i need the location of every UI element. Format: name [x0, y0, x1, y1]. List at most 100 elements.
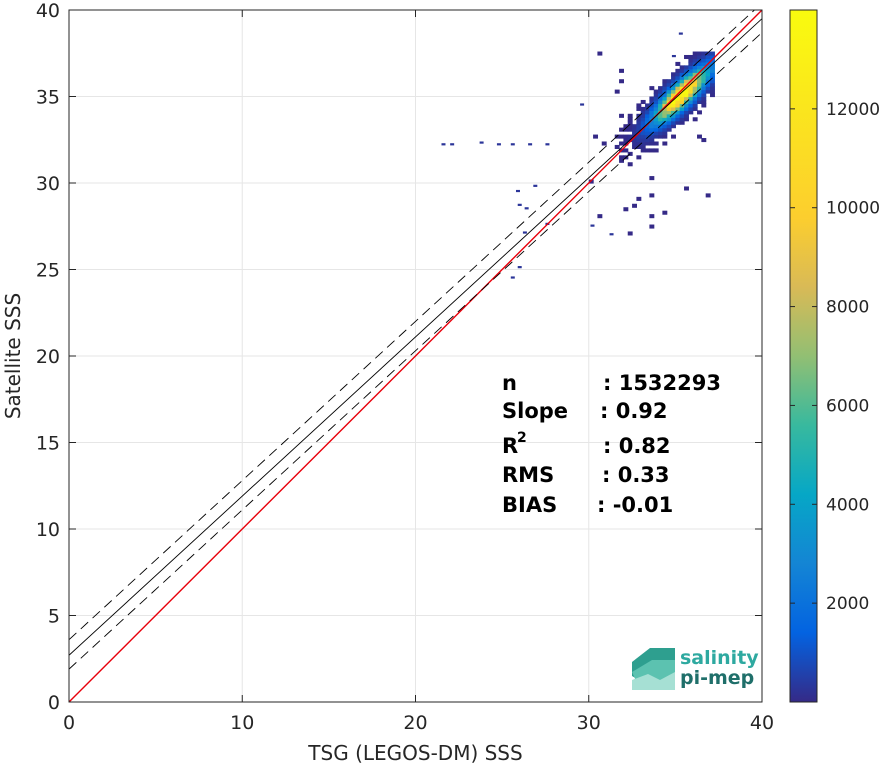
density-bin-sparse — [609, 233, 614, 236]
density-bin-sparse — [533, 184, 538, 187]
density-bin — [671, 103, 676, 108]
density-bin — [640, 117, 646, 122]
density-bin — [692, 54, 698, 60]
density-bin — [666, 79, 672, 84]
density-bin-sparse — [580, 103, 585, 106]
density-bin — [588, 179, 594, 184]
stat-r2-label: R — [502, 434, 518, 458]
density-bin — [697, 86, 702, 91]
density-bin — [688, 93, 694, 98]
density-bin — [684, 79, 689, 84]
density-bin — [662, 131, 668, 136]
density-bin — [619, 134, 624, 139]
density-bin — [645, 134, 650, 139]
density-bin — [705, 72, 711, 77]
density-bin — [692, 82, 698, 87]
density-bin — [666, 82, 672, 87]
density-bin-sparse — [441, 143, 446, 146]
density-bin — [649, 141, 655, 146]
y-tick-label: 35 — [36, 87, 60, 109]
density-bin-sparse — [545, 143, 550, 146]
density-bin — [679, 82, 685, 87]
density-bin — [692, 65, 698, 70]
y-tick-label: 10 — [36, 519, 60, 541]
density-bin — [679, 110, 685, 115]
density-bin — [649, 193, 655, 198]
density-bin — [675, 110, 681, 115]
density-bin — [649, 99, 655, 105]
density-bin — [653, 131, 659, 136]
density-bin — [623, 138, 629, 143]
density-bin — [684, 93, 689, 98]
density-bin — [701, 86, 707, 91]
density-bin — [645, 127, 650, 132]
density-bin — [679, 93, 685, 98]
density-bin — [619, 155, 624, 160]
y-tick-label: 5 — [48, 606, 60, 628]
density-bin — [640, 113, 646, 118]
density-bin — [697, 51, 702, 56]
density-bin — [697, 96, 702, 101]
density-bin-sparse — [524, 207, 529, 210]
density-bin — [649, 127, 655, 132]
density-bin — [623, 127, 629, 132]
density-bin — [688, 58, 694, 63]
density-bin — [675, 113, 681, 118]
density-bin — [710, 86, 715, 91]
density-bin — [662, 99, 668, 105]
density-bin — [666, 96, 672, 101]
density-bin — [710, 93, 715, 98]
y-tick-label: 20 — [36, 346, 60, 368]
density-bin-sparse — [510, 143, 515, 146]
density-bin — [671, 99, 676, 105]
density-bin — [679, 65, 685, 70]
density-bin — [658, 96, 663, 101]
density-bin — [705, 86, 711, 91]
density-bin — [597, 51, 603, 56]
density-bin — [671, 93, 676, 98]
density-bin — [662, 134, 668, 139]
density-bin-sparse — [517, 203, 522, 206]
density-bin — [710, 68, 715, 73]
density-bin — [675, 72, 681, 77]
density-bin — [692, 79, 698, 84]
density-bin — [684, 117, 689, 122]
density-bin — [688, 72, 694, 77]
density-bin — [619, 68, 624, 73]
density-bin — [688, 68, 694, 73]
density-bin — [675, 103, 681, 108]
density-bin — [645, 124, 650, 129]
density-bin — [649, 103, 655, 108]
y-tick-label: 15 — [36, 433, 60, 455]
stat-slope-label: Slope — [502, 399, 568, 423]
density-bin — [692, 68, 698, 73]
density-bin — [653, 127, 659, 132]
density-bin — [710, 72, 715, 77]
density-bin — [692, 58, 698, 63]
density-bin — [692, 72, 698, 77]
density-bin — [662, 93, 668, 98]
density-bin — [688, 99, 694, 105]
density-bin — [640, 106, 646, 111]
density-bin-sparse — [496, 143, 501, 146]
density-bin — [679, 86, 685, 91]
density-bin — [684, 106, 689, 111]
density-bin — [619, 113, 624, 118]
density-bin — [671, 120, 676, 125]
density-bin — [675, 61, 681, 66]
density-bin — [675, 106, 681, 111]
density-bin — [701, 58, 707, 63]
stats-annotation: n : 1532293 Slope : 0.92 R 2 : 0.82 RMS … — [502, 371, 721, 517]
density-bin — [692, 103, 698, 108]
line-regression — [69, 18, 762, 656]
density-bin — [658, 89, 663, 94]
density-bin — [662, 89, 668, 94]
density-bin — [701, 96, 707, 101]
x-tick-label: 20 — [403, 712, 427, 734]
density-bin — [640, 127, 646, 132]
density-bin — [692, 99, 698, 105]
density-bin — [675, 86, 681, 91]
density-bin-sparse — [517, 266, 522, 269]
density-bin — [684, 68, 689, 73]
density-bin — [623, 207, 629, 212]
